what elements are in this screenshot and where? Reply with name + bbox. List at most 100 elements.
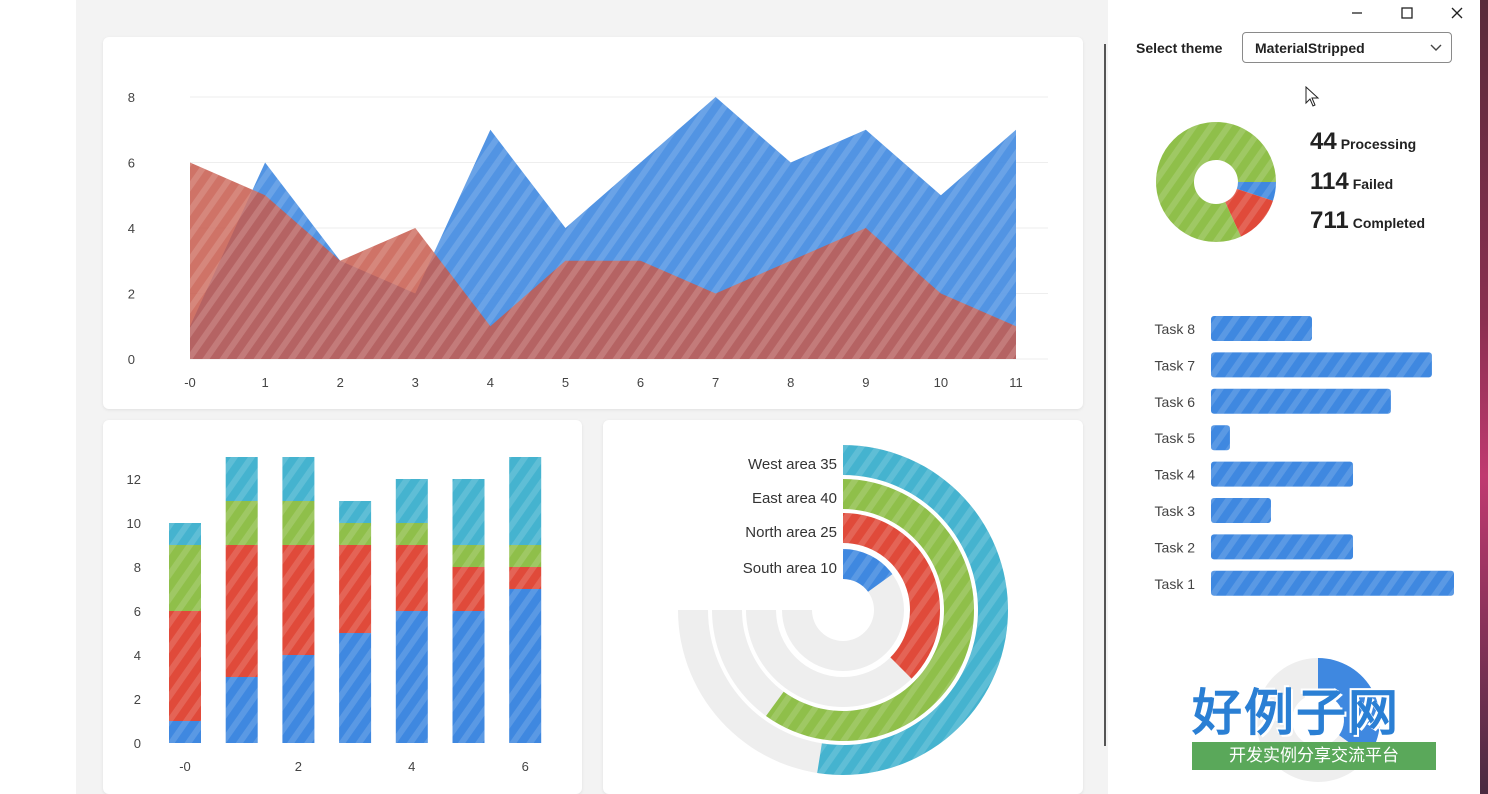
bar-segment-stripes xyxy=(225,457,258,501)
task-label: Task 2 xyxy=(1155,539,1196,555)
left-margin xyxy=(0,0,76,794)
task-bar-stripes xyxy=(1211,534,1354,560)
radial-bar-stripes xyxy=(817,445,1009,775)
task-label: Task 4 xyxy=(1155,467,1196,483)
bar-segment-stripes xyxy=(452,479,485,545)
bar-segment-stripes xyxy=(452,611,485,743)
y-tick-label: 4 xyxy=(128,221,135,236)
task-bar-stripes xyxy=(1211,570,1454,596)
y-tick-label: 2 xyxy=(134,692,141,707)
close-button[interactable] xyxy=(1434,0,1480,26)
partial-gauge-chart xyxy=(1256,658,1380,782)
task-bar-stripes xyxy=(1211,461,1354,487)
task-label: Task 3 xyxy=(1155,503,1196,519)
y-tick-label: 12 xyxy=(127,472,141,487)
y-tick-label: 2 xyxy=(128,287,135,302)
minimize-icon xyxy=(1352,12,1362,14)
mouse-cursor-icon xyxy=(1305,86,1320,107)
bar-segment-stripes xyxy=(395,479,428,523)
bar-segment-stripes xyxy=(339,501,372,523)
task-bar-stripes xyxy=(1211,388,1391,414)
y-tick-label: 8 xyxy=(128,90,135,105)
donut-slice-stripes xyxy=(1236,182,1276,201)
bar-segment-stripes xyxy=(225,545,258,677)
bar-segment-stripes xyxy=(282,457,315,501)
status-failed: 114 Failed xyxy=(1310,168,1393,196)
bar-segment-stripes xyxy=(339,545,372,633)
right-panel: Task 8 Task 7 Task 6 Task 5 Task 4 Task 3 Task… xyxy=(1108,0,1480,794)
maximize-button[interactable] xyxy=(1384,0,1430,26)
task-label: Task 7 xyxy=(1155,357,1196,373)
x-tick-label: 3 xyxy=(412,375,419,390)
task-label: Task 5 xyxy=(1155,430,1196,446)
status-donut-chart xyxy=(1156,122,1276,242)
area-chart: 0 2 4 6 8 -0 1 2 3 4 5 6 7 8 9 10 11 xyxy=(128,90,1048,390)
minimize-button[interactable] xyxy=(1334,0,1380,26)
status-failed-label: Failed xyxy=(1352,176,1394,192)
donut-slice-stripes xyxy=(1225,188,1273,237)
x-tick-label: 6 xyxy=(522,759,529,774)
radial-bar-label: South area 10 xyxy=(743,560,837,577)
task-bar-stripes xyxy=(1211,425,1230,451)
task-bar-stripes xyxy=(1211,498,1271,523)
y-tick-label: 6 xyxy=(128,156,135,171)
chevron-down-icon xyxy=(1430,44,1442,51)
status-completed-label: Completed xyxy=(1352,215,1426,231)
status-completed: 711 Completed xyxy=(1310,207,1425,235)
bar-segment-stripes xyxy=(509,589,542,743)
maximize-icon xyxy=(1401,7,1413,19)
theme-select-value: MaterialStripped xyxy=(1255,40,1365,56)
bar-segment-stripes xyxy=(452,567,485,611)
bar-segment-stripes xyxy=(339,633,372,743)
x-tick-label: 2 xyxy=(295,759,302,774)
x-tick-label: 4 xyxy=(408,759,415,774)
bar-segment-stripes xyxy=(282,545,315,655)
area-chart-card: 0 2 4 6 8 -0 1 2 3 4 5 6 7 8 9 10 11 xyxy=(103,37,1083,409)
status-failed-value: 114 xyxy=(1310,168,1349,195)
desktop-edge xyxy=(1480,0,1488,794)
y-tick-label: 4 xyxy=(134,648,141,663)
x-tick-label: 6 xyxy=(637,375,644,390)
y-tick-label: 6 xyxy=(134,604,141,619)
x-tick-label: 5 xyxy=(562,375,569,390)
radial-bar-stripes xyxy=(766,479,974,741)
radial-bar-label: East area 40 xyxy=(752,490,837,507)
panel-splitter[interactable] xyxy=(1104,44,1106,746)
x-tick-label: 4 xyxy=(487,375,494,390)
bar-segment-stripes xyxy=(339,523,372,545)
bar-segment-stripes xyxy=(452,545,485,567)
bar-segment-stripes xyxy=(509,457,542,545)
bar-segment-stripes xyxy=(395,611,428,743)
status-processing-value: 44 xyxy=(1310,128,1337,155)
bar-segment-stripes xyxy=(169,721,201,743)
gauge-slice-1 xyxy=(1318,658,1380,757)
area-series-2-stripes xyxy=(190,162,1016,359)
status-processing: 44 Processing xyxy=(1310,128,1416,156)
radial-bar-label: North area 25 xyxy=(745,524,837,541)
task-label: Task 8 xyxy=(1155,321,1196,337)
bar-segment-stripes xyxy=(169,611,201,721)
task-bar-stripes xyxy=(1211,316,1312,341)
status-processing-label: Processing xyxy=(1340,136,1417,152)
y-tick-label: 0 xyxy=(134,736,141,751)
bar-segment-stripes xyxy=(225,501,258,545)
y-tick-label: 8 xyxy=(134,560,141,575)
radial-bar-chart: West area 35 East area 40 North area 25 Sou… xyxy=(678,445,1009,775)
status-completed-value: 711 xyxy=(1310,207,1349,234)
stacked-bar-chart-card: 0 2 4 6 8 10 12 -0 2 4 6 xyxy=(103,420,582,794)
task-label: Task 1 xyxy=(1155,576,1196,592)
theme-select[interactable]: MaterialStripped xyxy=(1242,32,1452,63)
bar-segment-stripes xyxy=(225,677,258,743)
bar-segment-stripes xyxy=(169,545,201,611)
y-tick-label: 0 xyxy=(128,352,135,367)
close-icon xyxy=(1451,7,1463,19)
task-label: Task 6 xyxy=(1155,394,1196,410)
bar-segment-stripes xyxy=(282,501,315,545)
radial-bar-stripes xyxy=(843,549,893,592)
bar-segment-stripes xyxy=(509,567,542,589)
x-tick-label: -0 xyxy=(179,759,191,774)
donut-slice-stripes xyxy=(1156,122,1276,242)
bar-segment-stripes xyxy=(169,523,201,545)
x-tick-label: 2 xyxy=(337,375,344,390)
x-tick-label: -0 xyxy=(184,375,196,390)
